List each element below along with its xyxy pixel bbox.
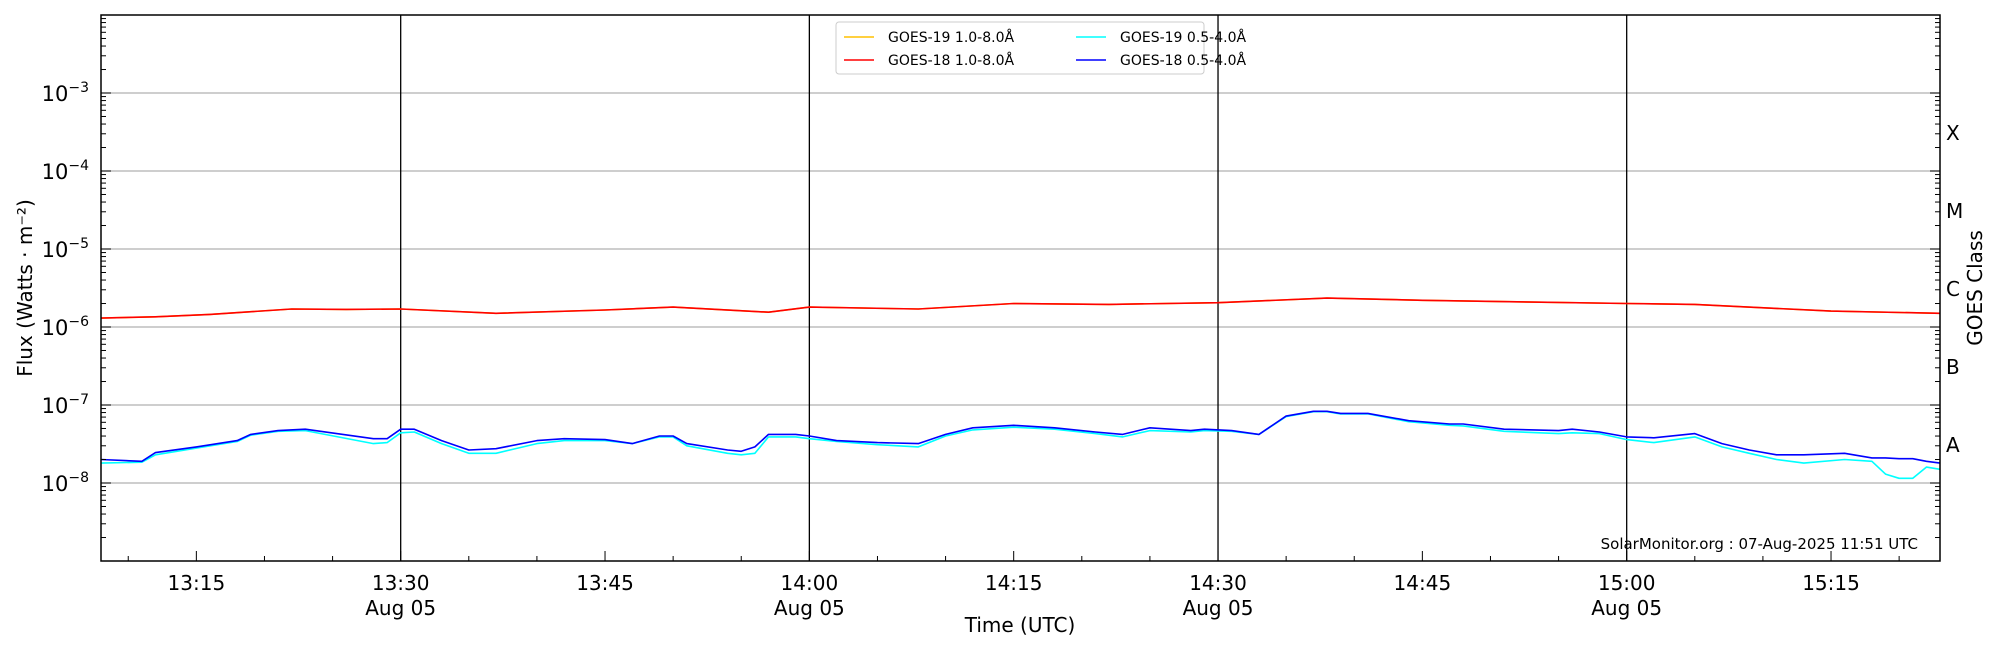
y-tick-exponent: −8 <box>68 470 89 486</box>
x-tick-label: 13:15 <box>168 571 226 595</box>
legend-box <box>835 21 1205 75</box>
y-tick-label: 10−4 <box>42 158 89 184</box>
x-tick-label: 14:00 <box>781 571 839 595</box>
y-tick-label: 10−8 <box>42 470 89 496</box>
goes-class-A: A <box>1946 433 1960 457</box>
x-tick-label: 15:15 <box>1802 571 1860 595</box>
x-tick-label: 14:30 <box>1189 571 1247 595</box>
y-tick-exponent: −6 <box>68 314 89 330</box>
goes-class-C: C <box>1946 277 1960 301</box>
goes-class-labels: A B C M X <box>1946 121 1963 457</box>
legend: GOES-19 1.0-8.0Å GOES-19 0.5-4.0Å GOES-18 … <box>835 21 1246 75</box>
x-tick-label: 14:15 <box>985 571 1043 595</box>
y-tick-base: 10 <box>42 238 69 262</box>
x-tick-date: Aug 05 <box>1183 596 1254 620</box>
y-tick-labels: 10−310−410−510−610−710−8 <box>42 80 89 496</box>
day-marker-lines <box>400 15 1628 561</box>
y-tick-base: 10 <box>42 160 69 184</box>
series-line-3 <box>100 410 1941 480</box>
x-tick-date: Aug 05 <box>365 596 436 620</box>
series-line-4 <box>100 410 1941 464</box>
legend-label: GOES-18 1.0-8.0Å <box>888 52 1014 69</box>
y-tick-exponent: −4 <box>68 158 89 174</box>
legend-label: GOES-19 0.5-4.0Å <box>1120 29 1246 46</box>
y-tick-base: 10 <box>42 394 69 418</box>
series-lines <box>100 297 1941 480</box>
goes-class-X: X <box>1946 121 1960 145</box>
y-tick-exponent: −7 <box>68 392 89 408</box>
legend-label: GOES-18 0.5-4.0Å <box>1120 52 1246 69</box>
y-tick-label: 10−3 <box>42 80 89 106</box>
x-axis-label: Time (UTC) <box>964 613 1076 637</box>
y-tick-base: 10 <box>42 472 69 496</box>
y-tick-label: 10−6 <box>42 314 89 340</box>
x-tick-label: 13:45 <box>576 571 634 595</box>
x-tick-label: 15:00 <box>1598 571 1656 595</box>
axis-ticks <box>101 18 1940 562</box>
y-tick-label: 10−7 <box>42 392 89 418</box>
series-line-2 <box>100 297 1941 319</box>
grid-lines <box>101 92 1940 484</box>
y-tick-exponent: −3 <box>68 80 89 96</box>
legend-label: GOES-19 1.0-8.0Å <box>888 29 1014 46</box>
x-tick-date: Aug 05 <box>774 596 845 620</box>
goes-class-M: M <box>1946 199 1963 223</box>
y-tick-exponent: −5 <box>68 236 89 252</box>
goes-class-B: B <box>1946 355 1960 379</box>
y-axis-label-right: GOES Class <box>1963 230 1987 346</box>
watermark: SolarMonitor.org : 07-Aug-2025 11:51 UTC <box>1601 535 1918 553</box>
x-tick-label: 13:30 <box>372 571 430 595</box>
plot-frame <box>100 14 1941 562</box>
x-tick-date: Aug 05 <box>1591 596 1662 620</box>
x-tick-label: 14:45 <box>1394 571 1452 595</box>
y-tick-label: 10−5 <box>42 236 89 262</box>
y-tick-base: 10 <box>42 82 69 106</box>
series-line-1 <box>100 297 1941 319</box>
y-axis-label: Flux (Watts · m⁻²) <box>13 199 37 377</box>
y-tick-base: 10 <box>42 316 69 340</box>
